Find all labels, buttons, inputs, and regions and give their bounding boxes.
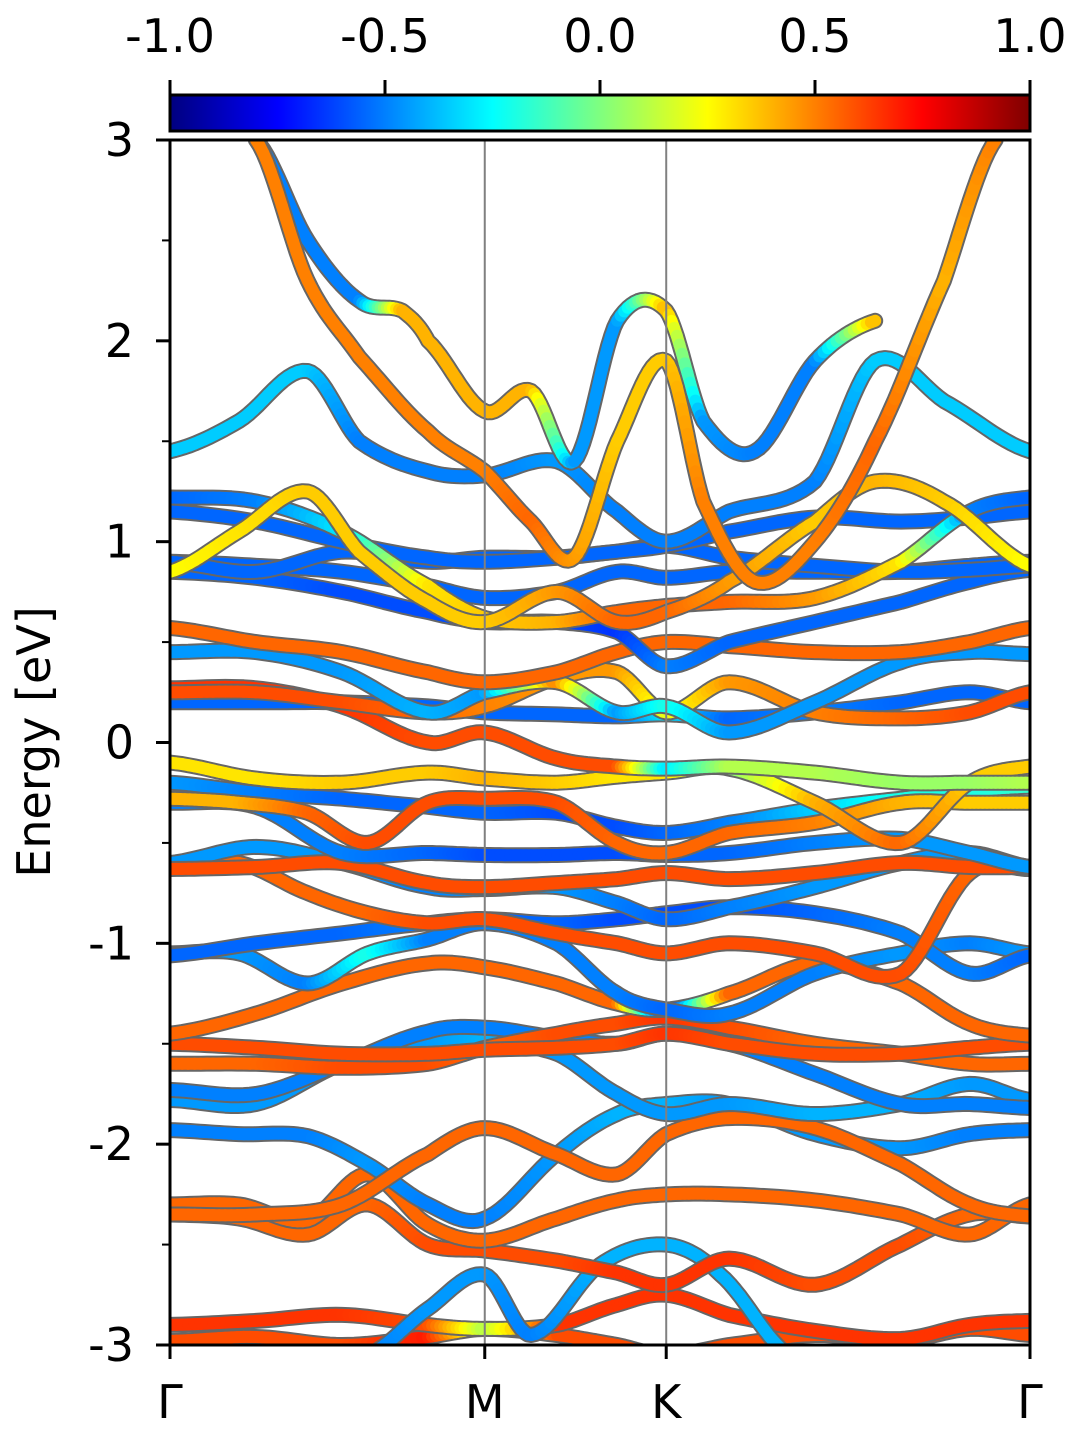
- band-b25: [170, 642, 1030, 741]
- colorbar: -1.0 -0.5 0.0 0.5 1.0: [125, 9, 1067, 133]
- band-segment: [693, 1351, 698, 1352]
- band-segment: [374, 1344, 378, 1345]
- band-segment: [773, 1341, 786, 1345]
- band-segment: [645, 1352, 649, 1353]
- band-segment: [635, 1344, 642, 1345]
- band-segment: [784, 1352, 789, 1355]
- band-segment: [626, 1342, 639, 1345]
- band-segment: [706, 1341, 721, 1345]
- colorbar-tick-label: -0.5: [340, 9, 430, 63]
- band-segment: [710, 1340, 726, 1345]
- colorbar-tick-label: 0.5: [778, 9, 851, 63]
- band-segment: [642, 1351, 646, 1352]
- band-segment: [656, 1354, 660, 1355]
- band-segment: [698, 1344, 705, 1345]
- band-segment: [622, 1341, 637, 1345]
- colorbar-tick-label: 1.0: [993, 9, 1066, 63]
- colorbar-gradient: [168, 93, 1032, 133]
- colorbar-tick-label: -1.0: [125, 9, 215, 63]
- colorbar-tick-label: 0.0: [563, 9, 636, 63]
- band-segment: [652, 1354, 656, 1355]
- band-segment: [702, 1342, 716, 1345]
- band-b20: [170, 790, 1030, 862]
- band-segment: [649, 1353, 653, 1354]
- band-segment: [618, 1340, 634, 1345]
- band-b02: [170, 1286, 1030, 1345]
- band-segment: [699, 1343, 711, 1345]
- band-b11: [170, 1025, 1030, 1063]
- band-segment: [675, 1354, 680, 1355]
- band-segment: [680, 1354, 685, 1355]
- band-segment: [630, 1343, 641, 1345]
- band-segment: [689, 1352, 694, 1353]
- band-b07: [170, 1109, 1030, 1225]
- band-segment: [684, 1353, 688, 1354]
- band-segment: [374, 1342, 386, 1345]
- band-segment: [368, 1353, 372, 1355]
- band-b13: [170, 915, 1030, 1024]
- band-lines: [170, 140, 1030, 1355]
